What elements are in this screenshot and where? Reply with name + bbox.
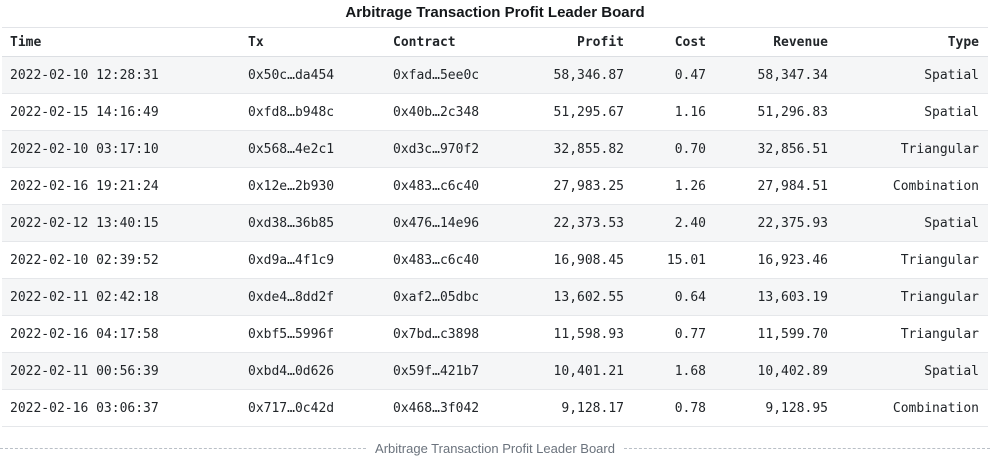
cell-cost: 1.26: [633, 167, 715, 205]
cell-tx: 0xd38…36b85: [240, 204, 385, 242]
cell-time: 2022-02-15 14:16:49: [2, 93, 240, 131]
table-row: 2022-02-15 14:16:49 0xfd8…b948c 0x40b…2c34…: [2, 93, 988, 131]
table-body: 2022-02-10 12:28:31 0x50c…da454 0xfad…5ee0…: [2, 56, 988, 427]
cell-contract: 0x7bd…c3898: [385, 315, 530, 353]
cell-tx: 0xfd8…b948c: [240, 93, 385, 131]
cell-type: Triangular: [837, 130, 988, 168]
cell-profit: 22,373.53: [530, 204, 633, 242]
cell-contract: 0x40b…2c348: [385, 93, 530, 131]
cell-tx: 0x50c…da454: [240, 56, 385, 94]
cell-tx: 0x12e…2b930: [240, 167, 385, 205]
cell-type: Combination: [837, 389, 988, 427]
cell-type: Combination: [837, 167, 988, 205]
cell-revenue: 51,296.83: [715, 93, 837, 131]
cell-time: 2022-02-16 04:17:58: [2, 315, 240, 353]
column-header-revenue: Revenue: [715, 27, 837, 57]
cell-time: 2022-02-11 02:42:18: [2, 278, 240, 316]
cell-type: Spatial: [837, 56, 988, 94]
table-row: 2022-02-16 03:06:37 0x717…0c42d 0x468…3f04…: [2, 389, 988, 427]
cell-cost: 0.78: [633, 389, 715, 427]
cell-time: 2022-02-16 19:21:24: [2, 167, 240, 205]
cell-profit: 11,598.93: [530, 315, 633, 353]
cell-revenue: 10,402.89: [715, 352, 837, 390]
cell-revenue: 22,375.93: [715, 204, 837, 242]
cell-cost: 15.01: [633, 241, 715, 279]
cell-tx: 0x717…0c42d: [240, 389, 385, 427]
cell-contract: 0xfad…5ee0c: [385, 56, 530, 94]
cell-contract: 0x468…3f042: [385, 389, 530, 427]
cell-cost: 0.77: [633, 315, 715, 353]
cell-contract: 0x483…c6c40: [385, 241, 530, 279]
cell-revenue: 58,347.34: [715, 56, 837, 94]
cell-cost: 1.16: [633, 93, 715, 131]
cell-time: 2022-02-12 13:40:15: [2, 204, 240, 242]
caption-text: Arbitrage Transaction Profit Leader Boar…: [375, 441, 615, 456]
cell-profit: 27,983.25: [530, 167, 633, 205]
table-row: 2022-02-10 03:17:10 0x568…4e2c1 0xd3c…970f…: [2, 130, 988, 168]
cell-tx: 0xd9a…4f1c9: [240, 241, 385, 279]
cell-type: Spatial: [837, 352, 988, 390]
cell-profit: 58,346.87: [530, 56, 633, 94]
caption-dash-right: [623, 448, 991, 449]
cell-profit: 13,602.55: [530, 278, 633, 316]
column-header-tx: Tx: [240, 27, 385, 57]
table-row: 2022-02-10 02:39:52 0xd9a…4f1c9 0x483…c6c4…: [2, 241, 988, 279]
cell-cost: 1.68: [633, 352, 715, 390]
cell-revenue: 27,984.51: [715, 167, 837, 205]
cell-tx: 0xbf5…5996f: [240, 315, 385, 353]
cell-contract: 0x476…14e96: [385, 204, 530, 242]
table-row: 2022-02-12 13:40:15 0xd38…36b85 0x476…14e9…: [2, 204, 988, 242]
cell-cost: 0.47: [633, 56, 715, 94]
cell-type: Spatial: [837, 204, 988, 242]
column-header-contract: Contract: [385, 27, 530, 57]
cell-tx: 0x568…4e2c1: [240, 130, 385, 168]
cell-profit: 10,401.21: [530, 352, 633, 390]
column-header-type: Type: [837, 27, 988, 57]
cell-profit: 32,855.82: [530, 130, 633, 168]
cell-type: Triangular: [837, 241, 988, 279]
cell-cost: 0.70: [633, 130, 715, 168]
column-header-cost: Cost: [633, 27, 715, 57]
cell-revenue: 16,923.46: [715, 241, 837, 279]
cell-tx: 0xbd4…0d626: [240, 352, 385, 390]
table-row: 2022-02-10 12:28:31 0x50c…da454 0xfad…5ee0…: [2, 56, 988, 94]
cell-profit: 16,908.45: [530, 241, 633, 279]
cell-contract: 0x59f…421b7: [385, 352, 530, 390]
cell-revenue: 9,128.95: [715, 389, 837, 427]
cell-type: Spatial: [837, 93, 988, 131]
cell-contract: 0xd3c…970f2: [385, 130, 530, 168]
cell-tx: 0xde4…8dd2f: [240, 278, 385, 316]
cell-cost: 0.64: [633, 278, 715, 316]
table-row: 2022-02-16 04:17:58 0xbf5…5996f 0x7bd…c389…: [2, 315, 988, 353]
cell-time: 2022-02-16 03:06:37: [2, 389, 240, 427]
column-header-time: Time: [2, 27, 240, 57]
page-title: Arbitrage Transaction Profit Leader Boar…: [345, 4, 645, 21]
cell-type: Triangular: [837, 315, 988, 353]
cell-contract: 0x483…c6c40: [385, 167, 530, 205]
cell-contract: 0xaf2…05dbc: [385, 278, 530, 316]
caption-dash-left: [0, 448, 367, 449]
cell-revenue: 32,856.51: [715, 130, 837, 168]
cell-time: 2022-02-10 12:28:31: [2, 56, 240, 94]
table-row: 2022-02-16 19:21:24 0x12e…2b930 0x483…c6c4…: [2, 167, 988, 205]
table-row: 2022-02-11 00:56:39 0xbd4…0d626 0x59f…421b…: [2, 352, 988, 390]
table-caption: Arbitrage Transaction Profit Leader Boar…: [0, 441, 991, 456]
cell-profit: 51,295.67: [530, 93, 633, 131]
cell-time: 2022-02-11 00:56:39: [2, 352, 240, 390]
table-row: 2022-02-11 02:42:18 0xde4…8dd2f 0xaf2…05db…: [2, 278, 988, 316]
table-header: Time Tx Contract Profit Cost Revenue Type: [2, 27, 988, 57]
cell-time: 2022-02-10 03:17:10: [2, 130, 240, 168]
cell-profit: 9,128.17: [530, 389, 633, 427]
cell-time: 2022-02-10 02:39:52: [2, 241, 240, 279]
table-header-row: Time Tx Contract Profit Cost Revenue Type: [2, 27, 988, 57]
cell-cost: 2.40: [633, 204, 715, 242]
cell-revenue: 11,599.70: [715, 315, 837, 353]
leader-board-table: Time Tx Contract Profit Cost Revenue Type 2022…: [2, 27, 988, 427]
cell-revenue: 13,603.19: [715, 278, 837, 316]
cell-type: Triangular: [837, 278, 988, 316]
column-header-profit: Profit: [530, 27, 633, 57]
